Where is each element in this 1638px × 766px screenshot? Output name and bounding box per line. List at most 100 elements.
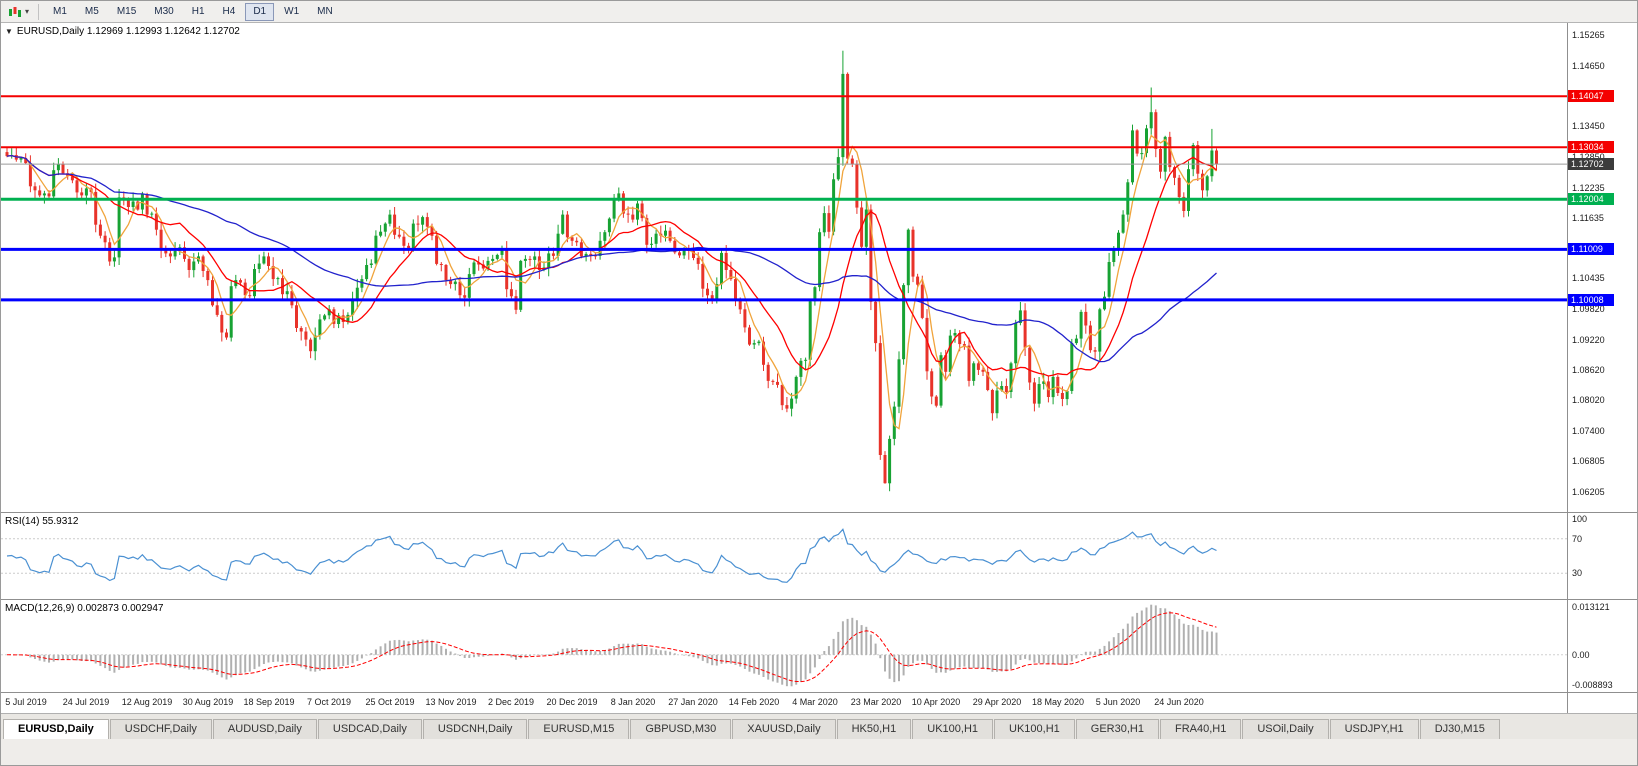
chart-tab-uk100-h1[interactable]: UK100,H1 xyxy=(994,719,1075,739)
date-label: 5 Jun 2020 xyxy=(1095,697,1141,707)
current-price-label: 1.12702 xyxy=(1568,158,1615,170)
price-tick: 1.06805 xyxy=(1572,456,1605,466)
timeframe-button-h4[interactable]: H4 xyxy=(222,5,236,17)
macd-pane[interactable]: MACD(12,26,9) 0.002873 0.002947 xyxy=(1,600,1568,692)
price-tick: 1.11635 xyxy=(1572,213,1604,223)
chart-tab-usoil-daily[interactable]: USOil,Daily xyxy=(1242,719,1329,739)
timeframe-button-h1[interactable]: H1 xyxy=(191,5,205,17)
macd-tick: 0.013121 xyxy=(1572,602,1610,612)
price-tick: 1.12850 xyxy=(1572,152,1605,162)
chart-title: ▼ EURUSD,Daily 1.12969 1.12993 1.12642 1.… xyxy=(5,26,240,37)
price-tick: 1.13450 xyxy=(1572,121,1605,131)
rsi-tick: 30 xyxy=(1572,568,1583,578)
time-axis[interactable]: 5 Jul 2019 24 Jul 2019 12 Aug 2019 30 Aug 2… xyxy=(1,693,1568,713)
chart-tab-usdchf-daily[interactable]: USDCHF,Daily xyxy=(109,719,212,739)
timeframe-button-m1[interactable]: M1 xyxy=(53,5,67,17)
rsi-tick: 100 xyxy=(1572,514,1588,524)
chart-tab-ger30-h1[interactable]: GER30,H1 xyxy=(1075,719,1159,739)
date-label: 18 Sep 2019 xyxy=(243,697,295,707)
ma-slow xyxy=(6,154,1217,363)
date-label: 23 Mar 2020 xyxy=(850,697,902,707)
timeframe-group: M1 M5 M15 M30 H1 H4 D1 W1 MN xyxy=(44,2,342,21)
date-label: 29 Apr 2020 xyxy=(972,697,1022,707)
price-tick: 1.06205 xyxy=(1572,487,1605,497)
date-label: 14 Feb 2020 xyxy=(728,697,780,707)
rsi-tick: 70 xyxy=(1572,534,1583,544)
chart-tab-audusd-daily[interactable]: AUDUSD,Daily xyxy=(212,719,317,739)
rsi-label: RSI(14) 55.9312 xyxy=(5,516,79,527)
chart-tab-fra40-h1[interactable]: FRA40,H1 xyxy=(1159,719,1242,739)
macd-label: MACD(12,26,9) 0.002873 0.002947 xyxy=(5,603,164,614)
macd-signal-line xyxy=(7,612,1217,683)
price-tick: 1.12235 xyxy=(1572,183,1605,193)
chart-type-dropdown-caret[interactable]: ▾ xyxy=(25,7,30,16)
timeframe-button-m5[interactable]: M5 xyxy=(84,5,99,17)
price-tick: 1.08020 xyxy=(1572,395,1605,405)
date-label: 20 Dec 2019 xyxy=(546,697,598,707)
time-axis-row: 5 Jul 2019 24 Jul 2019 12 Aug 2019 30 Aug 2… xyxy=(1,693,1637,713)
price-tick: 1.08620 xyxy=(1572,365,1605,375)
macd-pane-row: MACD(12,26,9) 0.002873 0.002947 0.013121… xyxy=(1,600,1637,692)
date-label: 5 Jul 2019 xyxy=(5,697,47,707)
timeframe-button-m15[interactable]: M15 xyxy=(116,5,137,17)
price-pane-row: ▼ EURUSD,Daily 1.12969 1.12993 1.12642 1.… xyxy=(1,23,1637,512)
chart-tab-eurusd-m15[interactable]: EURUSD,M15 xyxy=(528,719,630,739)
date-label: 25 Oct 2019 xyxy=(365,697,415,707)
rsi-axis: 100 70 30 xyxy=(1567,513,1637,599)
date-label: 13 Nov 2019 xyxy=(425,697,477,707)
rsi-pane-row: RSI(14) 55.9312 100 70 30 xyxy=(1,513,1637,599)
date-label: 27 Jan 2020 xyxy=(668,697,718,707)
chart-tab-dj30-m15[interactable]: DJ30,M15 xyxy=(1419,719,1500,739)
chart-tab-usdjpy-h1[interactable]: USDJPY,H1 xyxy=(1329,719,1419,739)
status-bar xyxy=(1,739,1637,765)
toolbar-separator xyxy=(38,3,40,20)
chart-tab-gbpusd-m30[interactable]: GBPUSD,M30 xyxy=(630,719,732,739)
date-label: 4 Mar 2020 xyxy=(792,697,838,707)
chart-tab-usdcad-daily[interactable]: USDCAD,Daily xyxy=(317,719,422,739)
chart-title-text: EURUSD,Daily 1.12969 1.12993 1.12642 1.1… xyxy=(16,26,240,37)
rsi-pane[interactable]: RSI(14) 55.9312 xyxy=(1,513,1568,599)
pane-separator[interactable] xyxy=(1,599,1637,600)
chart-tab-usdcnh-daily[interactable]: USDCNH,Daily xyxy=(422,719,528,739)
price-axis[interactable]: 1.15265 1.14650 1.13450 1.12850 1.12235 1.116… xyxy=(1567,23,1637,512)
chart-tab-bar: EURUSD,Daily USDCHF,Daily AUDUSD,Daily USDC… xyxy=(1,713,1637,739)
pane-separator xyxy=(1,692,1637,693)
macd-tick: -0.008893 xyxy=(1572,680,1613,690)
date-label: 10 Apr 2020 xyxy=(911,697,961,707)
price-tick: 1.10435 xyxy=(1572,273,1605,283)
date-label: 30 Aug 2019 xyxy=(182,697,234,707)
timeframe-button-w1[interactable]: W1 xyxy=(284,5,300,17)
level-price-label: 1.13034 xyxy=(1568,141,1615,153)
price-tick: 1.09820 xyxy=(1572,304,1605,314)
macd-tick: 0.00 xyxy=(1572,650,1590,660)
time-axis-corner xyxy=(1567,693,1637,713)
macd-axis: 0.013121 0.00 -0.008893 xyxy=(1567,600,1637,692)
price-tick: 1.07400 xyxy=(1572,426,1605,436)
timeframe-button-d1[interactable]: D1 xyxy=(245,2,275,21)
level-price-label: 1.12004 xyxy=(1568,193,1615,205)
price-chart[interactable]: ▼ EURUSD,Daily 1.12969 1.12993 1.12642 1.… xyxy=(1,23,1568,512)
chart-tab-xauusd-daily[interactable]: XAUUSD,Daily xyxy=(732,719,836,739)
price-tick: 1.14650 xyxy=(1572,61,1605,71)
chart-window: ▼ EURUSD,Daily 1.12969 1.12993 1.12642 1.… xyxy=(1,23,1637,713)
chart-tab-uk100-h1[interactable]: UK100,H1 xyxy=(912,719,994,739)
chart-tab-eurusd-daily[interactable]: EURUSD,Daily xyxy=(3,719,109,739)
timeframe-button-m30[interactable]: M30 xyxy=(154,5,174,17)
rsi-line xyxy=(6,528,1217,583)
timeframe-button-mn[interactable]: MN xyxy=(317,5,333,17)
price-tick: 1.15265 xyxy=(1572,30,1605,40)
pane-separator[interactable] xyxy=(1,512,1637,513)
level-price-label: 1.11009 xyxy=(1568,243,1615,255)
chart-type-icon[interactable] xyxy=(6,5,24,19)
ma-mid xyxy=(6,154,1217,377)
date-label: 8 Jan 2020 xyxy=(610,697,656,707)
chart-tab-hk50-h1[interactable]: HK50,H1 xyxy=(836,719,912,739)
timeframe-toolbar: ▾ M1 M5 M15 M30 H1 H4 D1 W1 MN xyxy=(1,1,1637,23)
price-tick: 1.09220 xyxy=(1572,335,1605,345)
date-label: 7 Oct 2019 xyxy=(306,697,352,707)
date-label: 12 Aug 2019 xyxy=(121,697,173,707)
chart-collapse-arrow[interactable]: ▼ xyxy=(5,27,13,36)
level-price-label: 1.14047 xyxy=(1568,90,1615,102)
date-label: 24 Jul 2019 xyxy=(62,697,110,707)
